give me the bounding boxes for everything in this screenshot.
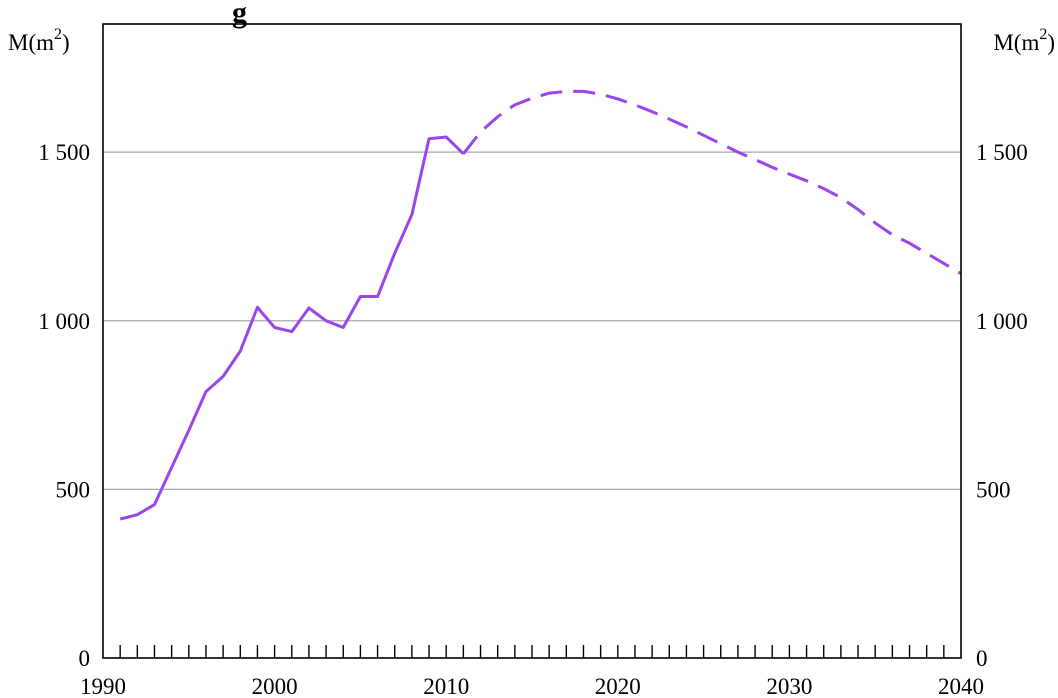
y-tick-label-left-1500: 1 500 xyxy=(38,140,90,165)
y-tick-label-right-1500: 1 500 xyxy=(976,140,1028,165)
x-tick-label-2020: 2020 xyxy=(595,674,641,698)
y-unit-label-right: M(m2) xyxy=(993,26,1055,55)
y-unit-label-left: M(m2) xyxy=(8,26,70,55)
x-tick-label-2030: 2030 xyxy=(766,674,812,698)
series-line-solid xyxy=(119,135,465,521)
y-tick-label-left-0: 0 xyxy=(79,646,91,671)
x-tick-label-2000: 2000 xyxy=(252,674,298,698)
series-layer xyxy=(119,89,962,521)
grid-layer xyxy=(103,151,961,491)
y-tick-label-right-1000: 1 000 xyxy=(976,309,1028,334)
y-tick-label-left-500: 500 xyxy=(56,477,91,502)
label-layer: 1990 2000 2010 2020 2030 2040 0 0 500 500 1 000 1 0… xyxy=(8,0,1055,698)
chart-title-fragment: g xyxy=(232,0,247,29)
x-tick-label-1990: 1990 xyxy=(80,674,126,698)
x-tick-label-2010: 2010 xyxy=(423,674,469,698)
x-tick-label-2040: 2040 xyxy=(938,674,984,698)
y-tick-label-right-500: 500 xyxy=(976,477,1011,502)
series-line-dashed xyxy=(462,89,962,275)
y-tick-label-left-1000: 1 000 xyxy=(38,309,90,334)
y-tick-label-right-0: 0 xyxy=(976,646,988,671)
axis-layer xyxy=(102,23,962,659)
plot-frame xyxy=(102,23,962,659)
